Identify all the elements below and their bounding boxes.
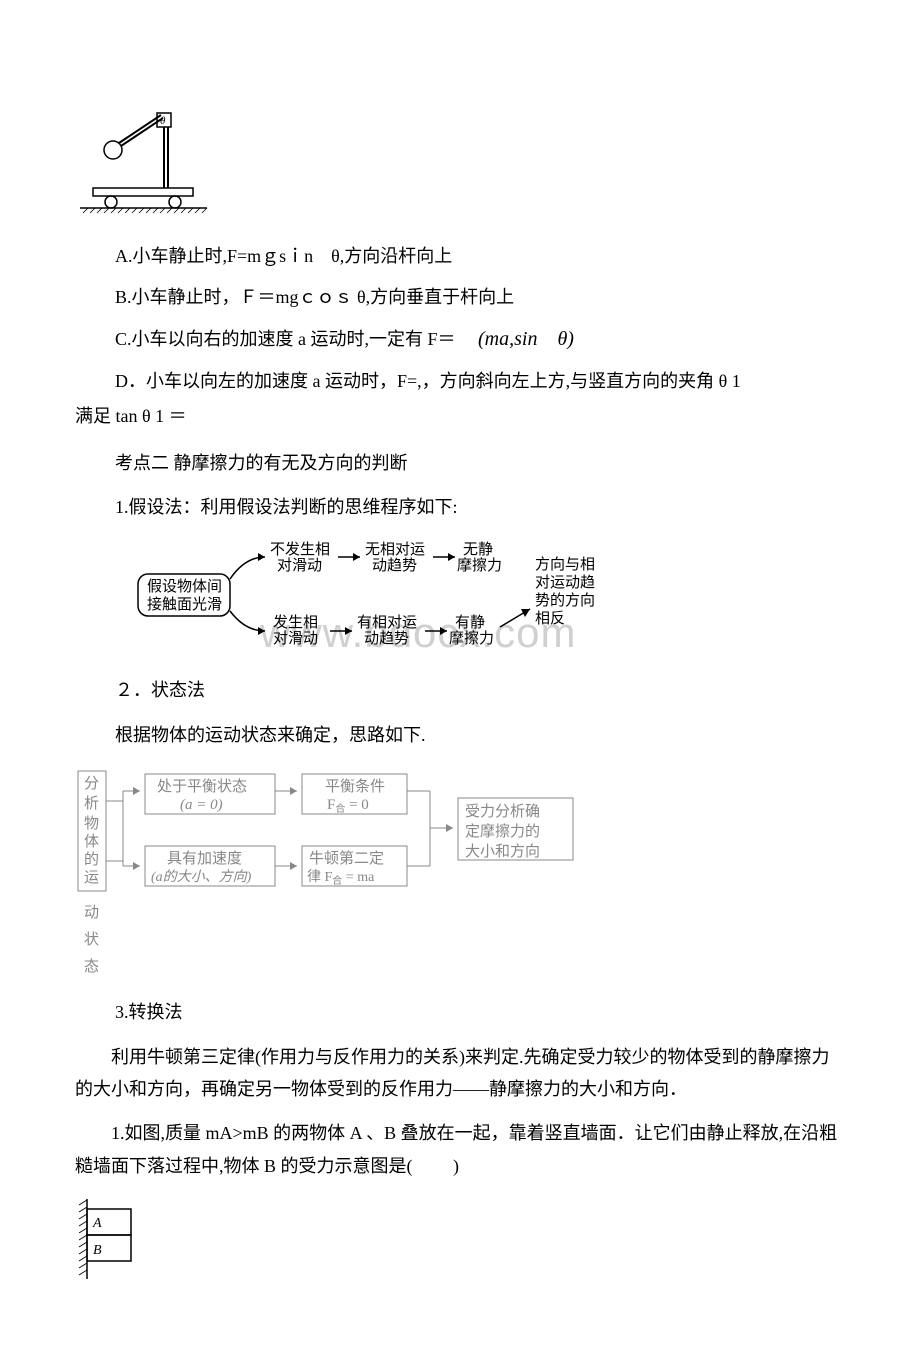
figure-ab-blocks: A B (75, 1197, 845, 1292)
option-a: A.小车静止时,F=mｇsｉn θ,方向沿杆向上 (115, 240, 845, 272)
svg-text:动趋势: 动趋势 (364, 630, 409, 647)
svg-text:有静: 有静 (455, 614, 485, 631)
svg-text:对运动趋: 对运动趋 (535, 574, 595, 591)
svg-text:接触面光滑: 接触面光滑 (147, 596, 222, 613)
svg-text:不发生相: 不发生相 (270, 541, 330, 558)
svg-text:分: 分 (84, 775, 99, 792)
svg-text:对滑动: 对滑动 (273, 630, 318, 647)
svg-text:B: B (93, 1243, 102, 1258)
option-c-math: (ma,sin θ) (478, 328, 574, 350)
svg-text:有相对运: 有相对运 (357, 614, 417, 631)
svg-text:运: 运 (84, 869, 99, 886)
svg-text:律 F合 = ma: 律 F合 = ma (307, 869, 375, 887)
svg-text:定摩擦力的: 定摩擦力的 (465, 822, 540, 840)
svg-text:F合 = 0: F合 = 0 (327, 797, 369, 815)
svg-text:处于平衡状态: 处于平衡状态 (157, 778, 247, 795)
svg-text:物: 物 (84, 815, 99, 832)
method-2-heading: ２．状态法 (115, 674, 845, 706)
svg-text:动趋势: 动趋势 (372, 557, 417, 574)
diagram-state-method: 分 析 物 体 的 运 处于平衡状态 (a = 0) (75, 766, 845, 981)
svg-text:势的方向: 势的方向 (535, 592, 595, 609)
svg-text:A: A (92, 1216, 102, 1231)
option-d: D．小车以向左的加速度 a 运动时，F=,，方向斜向左上方,与竖直方向的夹角 θ… (115, 365, 845, 397)
svg-text:无静: 无静 (463, 541, 493, 558)
method-2-description: 根据物体的运动状态来确定，思路如下. (115, 719, 845, 751)
svg-text:θ: θ (160, 115, 166, 127)
svg-text:析: 析 (84, 795, 99, 812)
option-c-prefix: C.小车以向右的加速度 a 运动时,一定有 F＝ (115, 329, 474, 349)
question-1-text: 1.如图,质量 mA>mB 的两物体 A 、B 叠放在一起，靠着竖直墙面．让它们… (75, 1117, 845, 1182)
svg-text:无相对运: 无相对运 (365, 541, 425, 558)
svg-text:摩擦力: 摩擦力 (449, 629, 494, 647)
svg-text:发生相: 发生相 (273, 614, 318, 631)
svg-text:的: 的 (84, 851, 99, 868)
svg-text:摩擦力: 摩擦力 (457, 556, 502, 574)
svg-text:假设物体间: 假设物体间 (147, 578, 222, 595)
option-c: C.小车以向右的加速度 a 运动时,一定有 F＝ (ma,sin θ) (115, 321, 845, 357)
svg-text:(a的大小、方向): (a的大小、方向) (151, 869, 252, 885)
option-d-continuation: 满足 tan θ 1 ＝ (75, 400, 845, 432)
document-content: θ (75, 110, 845, 1293)
svg-text:具有加速度: 具有加速度 (167, 850, 242, 867)
svg-text:方向与相: 方向与相 (535, 556, 595, 573)
option-b: B.小车静止时，Ｆ＝mgｃｏｓ θ,方向垂直于杆向上 (115, 281, 845, 313)
svg-text:对滑动: 对滑动 (277, 557, 322, 574)
svg-text:牛顿第二定: 牛顿第二定 (309, 849, 384, 867)
figure-cart-rod: θ (75, 110, 845, 225)
svg-text:相反: 相反 (535, 610, 565, 627)
section-heading-2: 考点二 静摩擦力的有无及方向的判断 (115, 447, 845, 479)
svg-text:平衡条件: 平衡条件 (325, 778, 385, 795)
diagram-assumption-method: 假设物体间 接触面光滑 不发生相 对滑动 无相对运 动趋势 无静 (135, 539, 845, 659)
method-3-description: 利用牛顿第三定律(作用力与反作用力的关系)来判定.先确定受力较少的物体受到的静摩… (75, 1041, 845, 1106)
svg-text:受力分析确: 受力分析确 (465, 803, 540, 820)
method-3-heading: 3.转换法 (115, 996, 845, 1028)
svg-text:大小和方向: 大小和方向 (465, 843, 540, 860)
method-1-heading: 1.假设法：利用假设法判断的思维程序如下: (115, 491, 845, 523)
svg-text:(a = 0): (a = 0) (180, 797, 223, 813)
svg-text:体: 体 (84, 833, 99, 850)
